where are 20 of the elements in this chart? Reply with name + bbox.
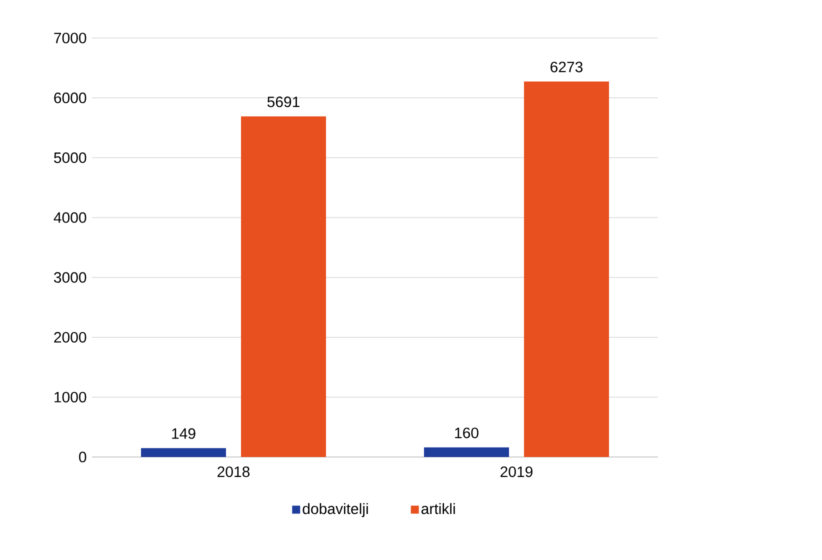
bar <box>524 82 610 457</box>
y-tick-label: 3000 <box>54 272 86 283</box>
data-label: 6273 <box>550 62 583 72</box>
y-tick-label: 5000 <box>54 152 86 164</box>
bar <box>241 116 326 457</box>
bar <box>141 448 226 457</box>
x-tick-label: 2018 <box>218 466 250 478</box>
x-tick-label: 2019 <box>500 466 532 478</box>
y-tick-label: 2000 <box>54 332 86 343</box>
y-tick-label: 7000 <box>54 32 86 44</box>
data-label: 160 <box>455 428 478 438</box>
y-tick-label: 4000 <box>54 212 86 223</box>
y-tick-label: 0 <box>79 452 86 462</box>
data-label: 5691 <box>267 96 300 108</box>
bar <box>424 447 509 457</box>
legend-label: dobavitelji <box>302 503 368 518</box>
data-label: 149 <box>172 428 196 439</box>
legend-label: artikli <box>422 503 455 514</box>
y-tick-label: 1000 <box>54 392 86 402</box>
y-tick-label: 6000 <box>54 92 86 104</box>
